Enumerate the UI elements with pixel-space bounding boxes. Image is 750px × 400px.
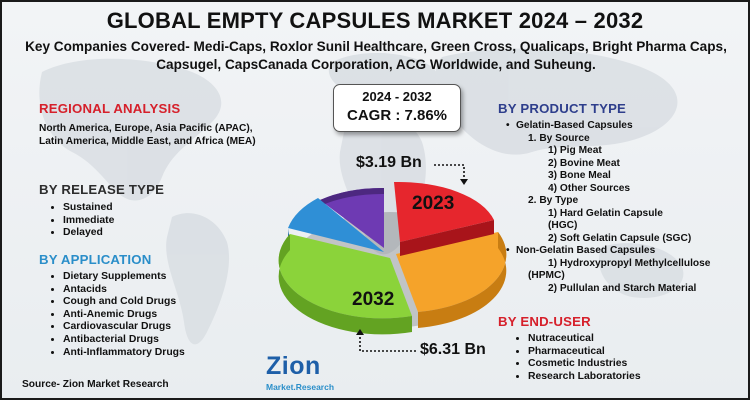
list-item: Sustained — [63, 202, 263, 215]
list-item: 1) Pig Meat — [548, 145, 602, 156]
pie-slice-purple — [320, 187, 384, 248]
list-item: 2) Soft Gelatin Capsule (SGC) — [548, 232, 692, 244]
list-item: Cosmetic Industries — [528, 358, 728, 371]
list-item: 1) Hydroxypropyl Methylcellulose — [548, 257, 711, 269]
list-item: Nutraceutical — [528, 333, 728, 346]
release-type-heading: BY RELEASE TYPE — [39, 182, 165, 197]
regional-analysis-heading: REGIONAL ANALYSIS — [39, 101, 181, 116]
dotted-arrow-icon — [356, 329, 416, 352]
list-item: Non-Gelatin Based Capsules — [506, 245, 746, 258]
list-item: Cough and Cold Drugs — [63, 296, 283, 309]
pie-slice-red-side — [400, 220, 494, 256]
amount-2023: $3.19 Bn — [356, 154, 422, 171]
pie-slice-orange — [396, 232, 507, 312]
cagr-box: 2024 - 2032 CAGR : 7.86% — [333, 84, 461, 132]
list-item: Dietary Supplements — [63, 271, 283, 284]
list-item: 4) Other Sources — [548, 182, 631, 194]
list-item: Research Laboratories — [528, 371, 728, 384]
list-item: Delayed — [63, 227, 263, 240]
source-note: Source- Zion Market Research — [22, 379, 169, 390]
list-item: Anti-Inflammatory Drugs — [63, 347, 283, 360]
key-companies-subtitle: Key Companies Covered- Medi-Caps, Roxlor… — [25, 39, 727, 72]
dotted-arrow-icon — [434, 164, 468, 185]
pie-slice-blue — [288, 198, 384, 252]
list-item: Gelatin-Based Capsules — [506, 120, 746, 133]
logo-tagline: Market.Research — [266, 382, 335, 392]
list-item: Pharmaceutical — [528, 346, 728, 359]
pie-slice-purple-side — [320, 187, 384, 206]
pie-label-2032: 2032 — [352, 289, 394, 310]
list-item: (HPMC) — [528, 270, 565, 281]
page-title: GLOBAL EMPTY CAPSULES MARKET 2024 – 2032 — [106, 8, 644, 33]
list-item: 1) Hard Gelatin Capsule — [548, 207, 663, 219]
end-user-list: Nutraceutical Pharmaceutical Cosmetic In… — [514, 333, 728, 383]
product-type-heading: BY PRODUCT TYPE — [498, 101, 627, 116]
end-user-heading: BY END-USER — [498, 314, 591, 329]
list-item: (HGC) — [548, 220, 578, 231]
cagr-period: 2024 - 2032 — [362, 89, 432, 104]
pie-slice-red — [394, 181, 494, 242]
logo-name: Zion — [266, 352, 321, 380]
pie-label-2023: 2023 — [412, 193, 454, 214]
pie-slice-green-side — [278, 234, 412, 335]
product-type-list: Gelatin-Based Capsules 1. By Source 1) P… — [506, 120, 746, 295]
amount-2032: $6.31 Bn — [420, 341, 486, 358]
list-item: 1. By Source — [528, 132, 590, 144]
list-item: 2. By Type — [528, 195, 579, 206]
list-item: Anti-Anemic Drugs — [63, 309, 283, 322]
list-item: Antibacterial Drugs — [63, 334, 283, 347]
pie-slice-green — [278, 234, 412, 319]
list-item: 3) Bone Meal — [548, 170, 611, 181]
application-heading: BY APPLICATION — [39, 252, 152, 267]
pie-slice-orange-side — [418, 232, 507, 328]
release-type-list: Sustained Immediate Delayed — [49, 202, 263, 240]
list-item: 2) Pullulan and Starch Material — [548, 282, 697, 294]
list-item: 2) Bovine Meat — [548, 157, 620, 169]
cagr-value: CAGR : 7.86% — [346, 107, 448, 124]
list-item: Antacids — [63, 284, 283, 297]
market-pie-graphic: 2023 2032 — [278, 181, 507, 335]
list-item: Cardiovascular Drugs — [63, 321, 283, 334]
zion-logo: Zion Market.Research — [260, 352, 360, 396]
regional-analysis-text: North America, Europe, Asia Pacific (APA… — [39, 123, 256, 147]
list-item: Immediate — [63, 215, 263, 228]
application-list: Dietary Supplements Antacids Cough and C… — [49, 271, 283, 359]
